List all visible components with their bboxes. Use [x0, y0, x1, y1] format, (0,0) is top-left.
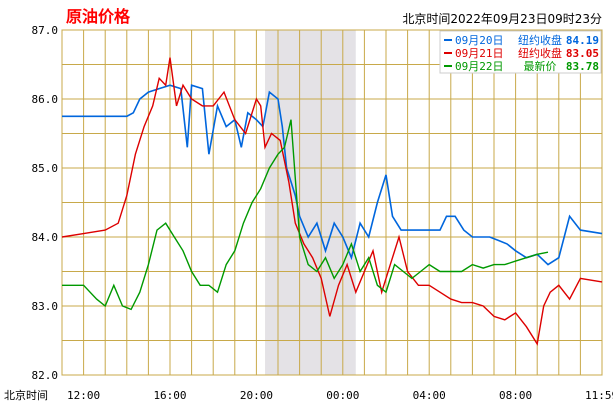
- y-tick-label: 86.0: [32, 93, 59, 106]
- legend-value: 83.05: [566, 47, 599, 60]
- x-tick-label: 16:00: [153, 389, 186, 402]
- y-tick-label: 82.0: [32, 369, 59, 382]
- legend-date: 09月20日: [455, 34, 504, 47]
- series-lines: [61, 57, 603, 346]
- x-tick-label: 20:00: [240, 389, 273, 402]
- legend-value: 83.78: [566, 60, 599, 73]
- x-tick-label: 12:00: [67, 389, 100, 402]
- x-tick-label: 08:00: [499, 389, 532, 402]
- y-tick-label: 85.0: [32, 162, 59, 175]
- legend-value: 84.19: [566, 34, 599, 47]
- legend-label: 纽约收盘: [518, 33, 562, 47]
- legend-date: 09月21日: [455, 47, 504, 60]
- y-tick-label: 83.0: [32, 300, 59, 313]
- legend-label: 最新价: [524, 59, 557, 73]
- series-line-2: [61, 57, 603, 346]
- timestamp: 北京时间2022年09月23日09时23分: [402, 12, 602, 26]
- chart-title: 原油价格: [66, 7, 131, 26]
- legend-date: 09月22日: [455, 60, 504, 73]
- x-axis: 北京时间 12:00 16:00 20:00 00:00 04:00 08:00 11:59: [4, 388, 613, 402]
- x-tick-label: 00:00: [326, 389, 359, 402]
- legend-label: 纽约收盘: [518, 46, 562, 60]
- x-tick-label: 11:59: [585, 389, 613, 402]
- y-tick-label: 87.0: [32, 24, 59, 37]
- y-axis: 87.0 86.0 85.0 84.0 83.0 82.0: [32, 24, 59, 382]
- x-tick-label: 04:00: [413, 389, 446, 402]
- series-line-3: [62, 119, 549, 311]
- y-tick-label: 84.0: [32, 231, 59, 244]
- legend-box: [439, 30, 602, 74]
- series-line-1: [62, 84, 603, 266]
- x-axis-prefix: 北京时间: [4, 388, 48, 402]
